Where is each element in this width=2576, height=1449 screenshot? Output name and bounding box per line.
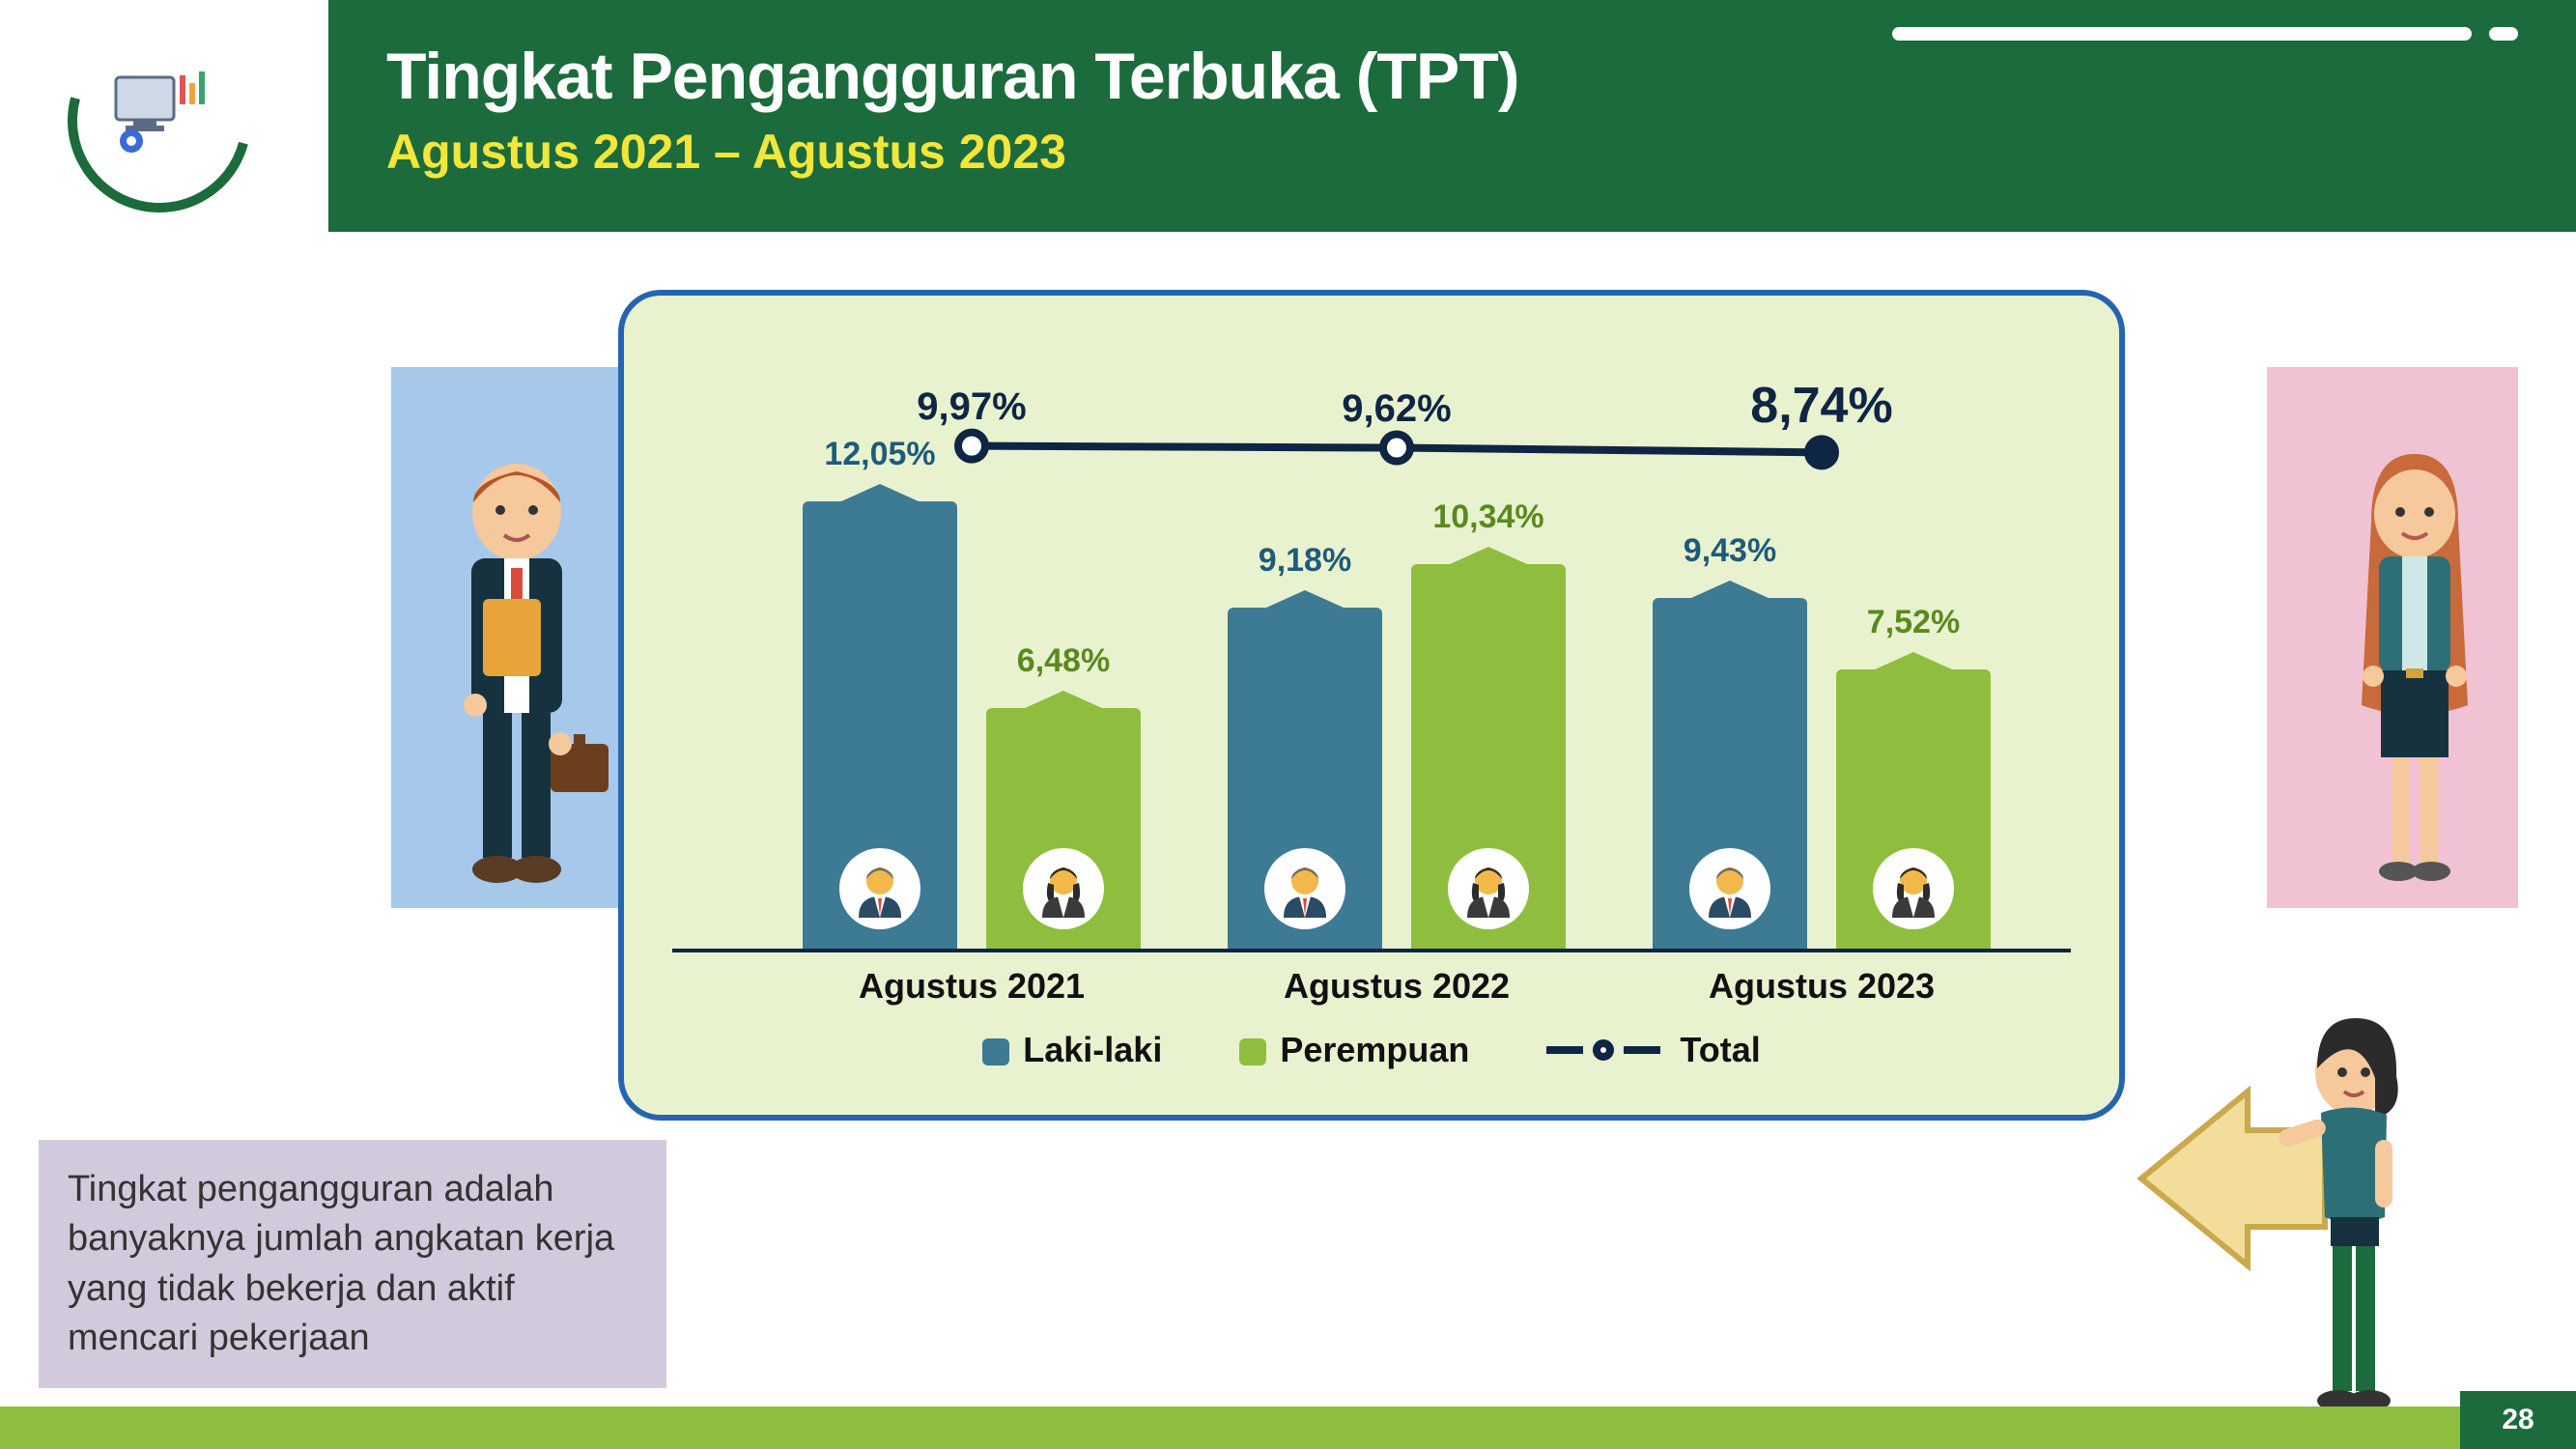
total-value: 9,97% [917, 385, 1026, 429]
female-value: 10,34% [1432, 498, 1543, 536]
group-0: 12,05% 6,48% Agustus 2021 [788, 501, 1155, 949]
male-bar: 9,18% [1228, 608, 1382, 949]
x-label: Agustus 2023 [1709, 966, 1935, 1007]
male-value: 9,43% [1684, 532, 1776, 570]
pointer-illustration [2132, 1005, 2441, 1430]
header-accent [1892, 27, 2518, 44]
male-bar: 12,05% [803, 501, 957, 949]
legend: Laki-laki Perempuan Total [672, 1030, 2071, 1070]
definition-box: Tingkat pengangguran adalah banyaknya ju… [39, 1140, 666, 1388]
male-icon [1264, 848, 1345, 929]
male-icon [839, 848, 920, 929]
female-icon [1448, 848, 1529, 929]
man-illustration [415, 454, 618, 908]
header: Tingkat Pengangguran Terbuka (TPT) Agust… [328, 0, 2576, 232]
total-value: 8,74% [1750, 377, 1892, 435]
total-value: 9,62% [1342, 387, 1451, 431]
woman-illustration [2323, 454, 2506, 908]
group-2: 9,43% 7,52% Agustus 2023 [1638, 598, 2005, 949]
chart-card: 12,05% 6,48% Agustus 20219,18% 10,34% Ag… [618, 290, 2125, 1121]
legend-female: Perempuan [1239, 1030, 1469, 1070]
male-value: 9,18% [1259, 542, 1351, 580]
female-value: 7,52% [1867, 604, 1960, 641]
female-bar: 6,48% [986, 708, 1141, 949]
male-value: 12,05% [824, 436, 935, 473]
page-title: Tingkat Pengangguran Terbuka (TPT) [386, 39, 2518, 114]
x-label: Agustus 2021 [859, 966, 1085, 1007]
female-bar: 7,52% [1836, 669, 1991, 949]
female-icon [1023, 848, 1104, 929]
chart-plot: 12,05% 6,48% Agustus 20219,18% 10,34% Ag… [672, 334, 2071, 952]
legend-male: Laki-laki [982, 1030, 1162, 1070]
male-icon [1689, 848, 1770, 929]
female-value: 6,48% [1017, 642, 1110, 680]
page-subtitle: Agustus 2021 – Agustus 2023 [386, 124, 2518, 180]
female-bar: 10,34% [1411, 564, 1566, 949]
page-number: 28 [2460, 1391, 2576, 1449]
legend-total: Total [1546, 1030, 1760, 1070]
x-label: Agustus 2022 [1284, 966, 1510, 1007]
group-1: 9,18% 10,34% Agustus 2022 [1213, 564, 1580, 949]
female-icon [1873, 848, 1954, 929]
footer-bar [0, 1406, 2576, 1449]
logo-icon [34, 0, 285, 246]
male-bar: 9,43% [1653, 598, 1807, 949]
